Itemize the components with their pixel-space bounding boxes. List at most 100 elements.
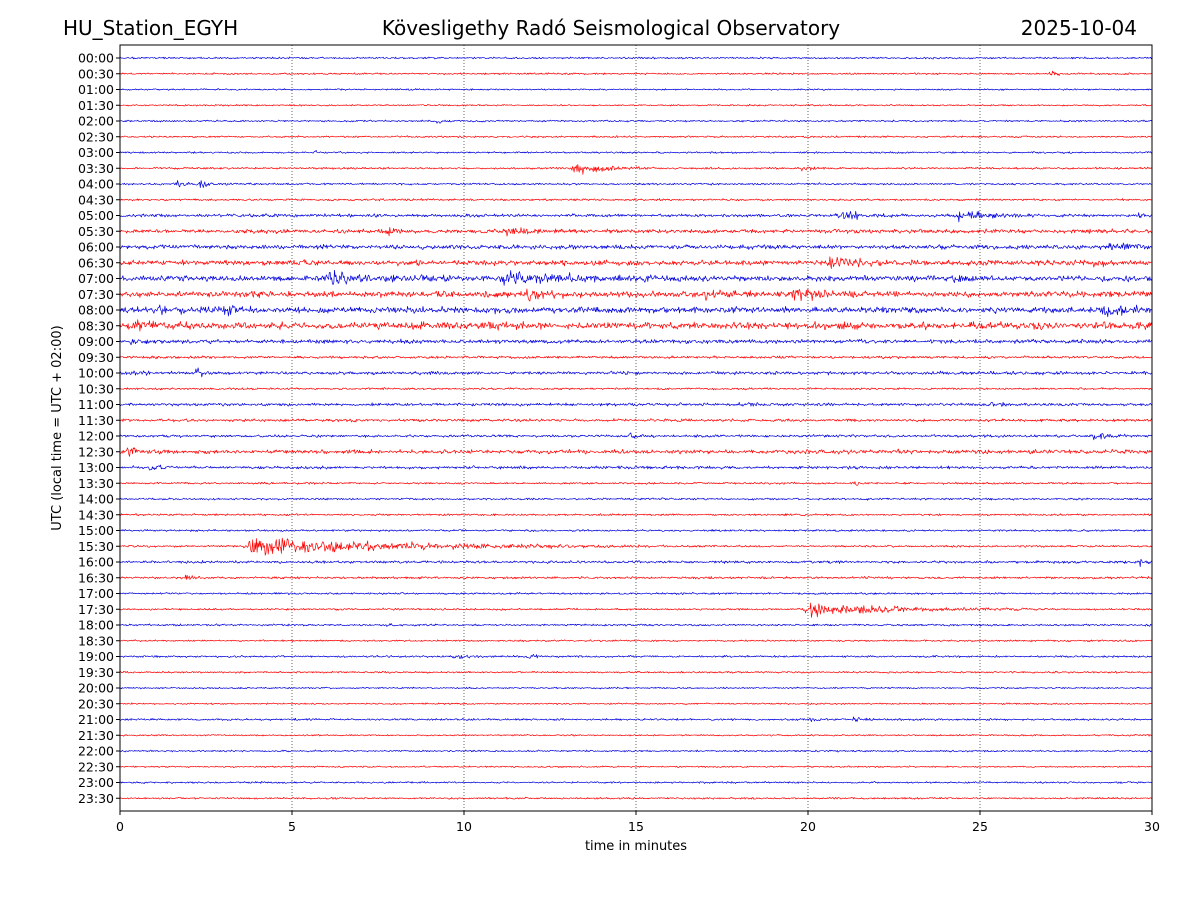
x-tick-label-10: 10 [456, 819, 472, 834]
y-tick-label-0300: 03:00 [78, 145, 114, 160]
trace-0430 [119, 198, 1153, 202]
y-tick-label-1100: 11:00 [78, 397, 114, 412]
y-tick-label-0000: 00:00 [78, 51, 114, 66]
trace-1830 [119, 639, 1152, 643]
y-tick-label-0430: 04:30 [78, 192, 114, 207]
trace-0730 [119, 288, 1153, 302]
y-tick-label-0700: 07:00 [78, 271, 114, 286]
trace-0700 [119, 269, 1153, 286]
trace-0130 [120, 103, 1153, 107]
y-tick-label-0200: 02:00 [78, 114, 114, 129]
x-tick-label-20: 20 [800, 819, 816, 834]
y-tick-label-1600: 16:00 [78, 555, 114, 570]
trace-1400 [119, 497, 1153, 501]
y-tick-label-1200: 12:00 [78, 429, 114, 444]
trace-1500 [119, 528, 1153, 532]
trace-0200 [119, 119, 1153, 124]
y-tick-label-2330: 23:30 [78, 791, 114, 806]
trace-2330 [119, 796, 1153, 800]
y-tick-label-0500: 05:00 [78, 208, 114, 223]
trace-0330 [119, 164, 1153, 175]
trace-0800 [119, 304, 1153, 318]
trace-0830 [119, 319, 1153, 332]
y-tick-label-0900: 09:00 [78, 334, 114, 349]
trace-0100 [119, 88, 1153, 91]
trace-1000 [119, 367, 1153, 378]
trace-1730 [119, 602, 1153, 618]
trace-0300 [119, 149, 1153, 154]
y-tick-label-1400: 14:00 [78, 492, 114, 507]
trace-0230 [119, 135, 1153, 139]
y-tick-label-2200: 22:00 [78, 744, 114, 759]
trace-0030 [119, 70, 1153, 77]
y-tick-label-1900: 19:00 [78, 649, 114, 664]
trace-2000 [119, 686, 1153, 690]
y-tick-label-0800: 08:00 [78, 303, 114, 318]
x-tick-label-15: 15 [628, 819, 644, 834]
y-tick-label-1030: 10:30 [78, 381, 114, 396]
y-tick-label-1800: 18:00 [78, 618, 114, 633]
trace-1700 [119, 591, 1153, 596]
trace-1230 [119, 447, 1153, 457]
trace-0500 [119, 210, 1153, 223]
y-tick-label-2100: 21:00 [78, 712, 114, 727]
trace-1930 [119, 670, 1153, 674]
y-tick-label-1230: 12:30 [78, 444, 114, 459]
trace-2030 [119, 702, 1153, 706]
y-tick-label-0130: 01:30 [78, 98, 114, 113]
y-tick-label-2130: 21:30 [78, 728, 114, 743]
trace-0600 [119, 242, 1153, 251]
trace-1530 [119, 537, 1153, 556]
trace-2300 [119, 781, 1153, 784]
y-tick-label-0230: 02:30 [78, 129, 114, 144]
y-tick-label-1730: 17:30 [78, 602, 114, 617]
y-tick-label-2030: 20:30 [78, 696, 114, 711]
y-tick-label-2000: 20:00 [78, 681, 114, 696]
y-tick-label-0730: 07:30 [78, 287, 114, 302]
y-tick-label-2300: 23:00 [78, 775, 114, 790]
trace-1030 [119, 387, 1153, 391]
trace-1630 [119, 574, 1153, 580]
x-tick-label-5: 5 [288, 819, 296, 834]
y-tick-label-1630: 16:30 [78, 570, 114, 585]
chart-date: 2025-10-04 [1021, 16, 1137, 40]
trace-0530 [119, 227, 1153, 237]
station-name: HU_Station_EGYH [63, 16, 238, 40]
y-tick-label-1000: 10:00 [78, 366, 114, 381]
trace-0000 [119, 56, 1153, 60]
trace-1330 [119, 481, 1153, 486]
x-tick-label-30: 30 [1144, 819, 1160, 834]
y-axis-label: UTC (local time = UTC + 02:00) [50, 325, 65, 530]
y-tick-label-1300: 13:00 [78, 460, 114, 475]
trace-1900 [119, 654, 1153, 659]
y-tick-label-0030: 00:30 [78, 66, 114, 81]
trace-1130 [119, 418, 1153, 423]
trace-1800 [119, 623, 1153, 627]
y-tick-label-0400: 04:00 [78, 177, 114, 192]
y-tick-label-0600: 06:00 [78, 240, 114, 255]
trace-0930 [119, 355, 1153, 360]
x-axis-label: time in minutes [585, 839, 687, 854]
y-tick-label-1330: 13:30 [78, 476, 114, 491]
trace-2100 [119, 716, 1153, 723]
y-tick-label-2230: 22:30 [78, 759, 114, 774]
x-tick-label-25: 25 [972, 819, 988, 834]
trace-0400 [120, 180, 1153, 188]
y-tick-label-1930: 19:30 [78, 665, 114, 680]
y-axis-ticks: 00:0000:3001:0001:3002:0002:3003:0003:30… [78, 51, 120, 806]
y-tick-label-0830: 08:30 [78, 318, 114, 333]
y-tick-label-1500: 15:00 [78, 523, 114, 538]
y-tick-label-1530: 15:30 [78, 539, 114, 554]
y-tick-label-0630: 06:30 [78, 255, 114, 270]
trace-1300 [119, 464, 1153, 471]
trace-2200 [119, 749, 1153, 753]
plot-frame [119, 44, 1153, 812]
x-axis-ticks: 0 5 10 15 20 25 30 [116, 811, 1160, 834]
y-tick-label-1130: 11:30 [78, 413, 114, 428]
y-tick-label-1430: 14:30 [78, 507, 114, 522]
y-tick-label-0530: 05:30 [78, 224, 114, 239]
y-tick-label-1700: 17:00 [78, 586, 114, 601]
trace-1600 [119, 559, 1153, 568]
trace-1430 [119, 513, 1153, 517]
